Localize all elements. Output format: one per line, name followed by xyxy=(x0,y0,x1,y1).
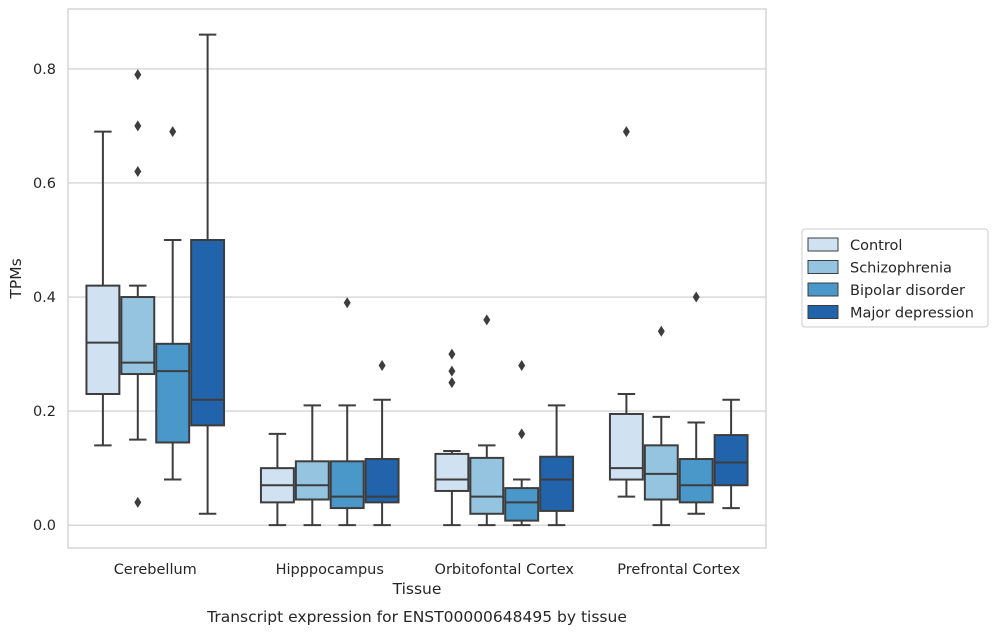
box-group xyxy=(259,432,295,527)
legend-swatch xyxy=(807,305,839,319)
box-group xyxy=(539,404,575,527)
x-tick-label: Orbitofontal Cortex xyxy=(435,562,575,578)
box-group xyxy=(504,359,540,527)
legend: Control Schizophrenia Bipolar disorder Majo… xyxy=(801,228,989,328)
x-axis-label: Tissue xyxy=(392,580,442,598)
outlier-point xyxy=(134,69,142,81)
legend-swatch xyxy=(807,282,839,297)
box-group xyxy=(364,359,400,527)
box xyxy=(469,456,505,515)
box xyxy=(329,460,365,510)
box-group xyxy=(434,348,470,527)
y-tick-label: 0.0 xyxy=(33,518,56,534)
outlier-point xyxy=(448,365,456,377)
legend-label: Major depression xyxy=(850,306,974,322)
box xyxy=(364,458,400,504)
y-tick-label: 0.6 xyxy=(33,176,56,192)
y-axis-label: TPMs xyxy=(7,258,25,299)
box-group xyxy=(155,126,191,481)
x-tick-label: Prefrontal Cortex xyxy=(617,562,740,578)
outlier-point xyxy=(692,291,700,303)
x-tick-label: Hipppocampus xyxy=(276,562,384,578)
legend-label: Schizophrenia xyxy=(850,261,952,277)
legend-swatch xyxy=(807,260,839,274)
box xyxy=(713,434,749,487)
outlier-point xyxy=(343,297,351,309)
box xyxy=(120,296,156,376)
legend-label: Control xyxy=(850,238,902,254)
box xyxy=(608,412,644,481)
box xyxy=(155,342,191,444)
outlier-point xyxy=(483,314,491,326)
legend-swatch xyxy=(807,237,839,252)
chart-caption: Transcript expression for ENST0000064849… xyxy=(206,608,627,626)
outlier-point xyxy=(378,359,386,371)
outlier-point xyxy=(134,496,142,508)
box xyxy=(539,455,575,512)
outlier-point xyxy=(448,377,456,389)
box xyxy=(643,444,679,501)
y-tick-labels: 0.0 0.2 0.4 0.6 0.8 xyxy=(33,62,56,534)
box xyxy=(678,458,714,504)
outlier-point xyxy=(134,166,142,178)
box xyxy=(190,239,226,427)
outlier-point xyxy=(134,120,142,132)
box xyxy=(294,460,330,501)
box-group xyxy=(120,69,156,508)
x-tick-label: Cerebellum xyxy=(114,562,197,578)
box-group xyxy=(294,404,330,527)
legend-label: Bipolar disorder xyxy=(850,283,965,299)
box xyxy=(85,284,121,396)
y-tick-label: 0.2 xyxy=(33,404,56,420)
x-tick-labels: Cerebellum Hipppocampus Orbitofontal Corte… xyxy=(114,562,741,578)
box-group xyxy=(469,314,505,527)
box-group xyxy=(713,398,749,510)
outlier-point xyxy=(448,348,456,360)
plot-frame xyxy=(67,8,767,549)
outlier-point xyxy=(518,428,526,440)
box-group xyxy=(608,126,644,498)
box-group xyxy=(329,297,365,527)
outlier-point xyxy=(622,126,630,138)
box-group xyxy=(190,33,226,515)
box xyxy=(434,452,470,492)
y-tick-label: 0.8 xyxy=(33,62,56,78)
boxes xyxy=(85,33,749,527)
outlier-point xyxy=(518,359,526,371)
outlier-point xyxy=(657,325,665,337)
box-group xyxy=(678,291,714,515)
box xyxy=(504,487,540,522)
outlier-point xyxy=(169,126,177,138)
box-group xyxy=(643,325,679,527)
y-tick-label: 0.4 xyxy=(33,290,56,306)
box-group xyxy=(85,130,121,447)
legend-frame xyxy=(801,228,989,328)
